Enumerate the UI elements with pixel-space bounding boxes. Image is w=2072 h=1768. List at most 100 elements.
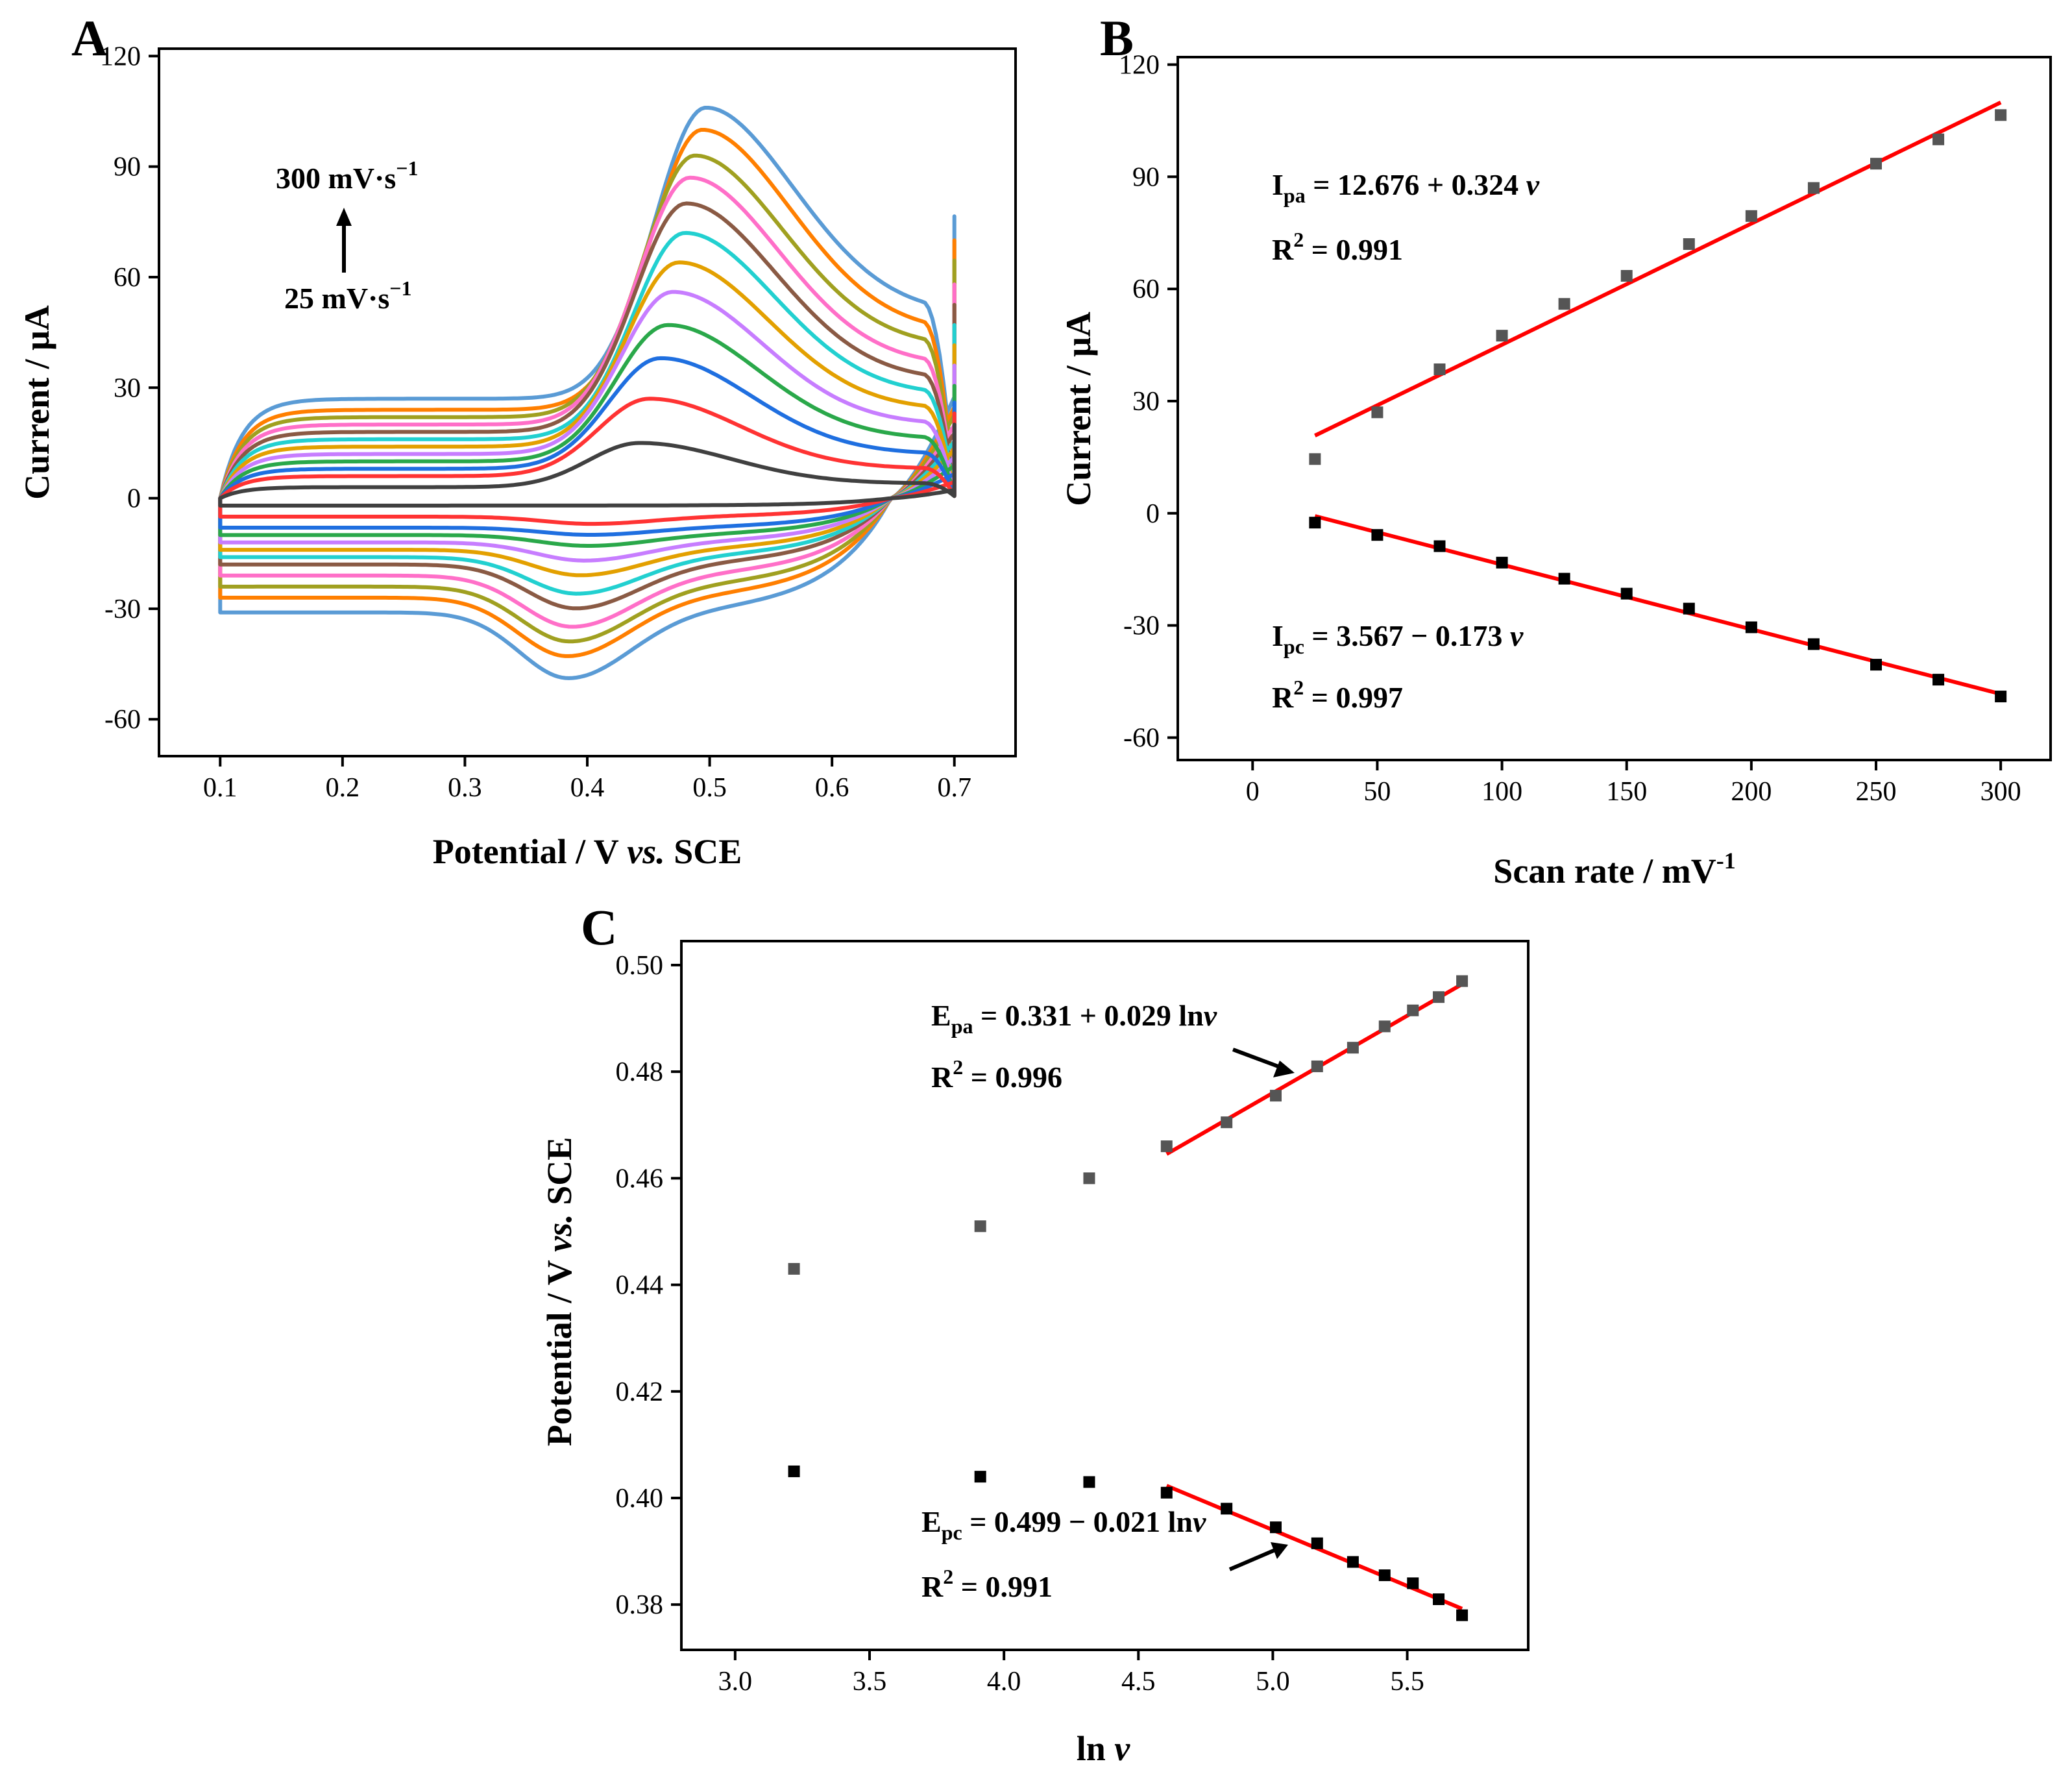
data-point-ipc xyxy=(1496,556,1508,569)
panel-c-y-tick-label: 0.38 xyxy=(616,1590,664,1620)
cv-curve xyxy=(218,423,957,508)
panel-a-plot-frame xyxy=(158,47,1017,757)
panel-c: C 3.0 3.5 4.0 4.5 5.0 5.5 0.38 0.40 0.42 0.44 0.46… xyxy=(540,899,1530,1768)
data-point-epa xyxy=(974,1220,986,1233)
data-point-epc xyxy=(1160,1486,1173,1499)
data-point-ipa xyxy=(1870,158,1882,170)
data-point-ipa xyxy=(1807,182,1820,194)
annotation-arrow-epc-shaft xyxy=(1228,1548,1276,1571)
panel-b-x-tick-label: 50 xyxy=(1363,777,1391,807)
panel-c-ticks: 3.0 3.5 4.0 4.5 5.0 5.5 0.38 0.40 0.42 0.44 0.46 0.… xyxy=(616,951,1424,1697)
data-point-epc xyxy=(1407,1577,1419,1590)
panel-a-x-tick-label: 0.1 xyxy=(203,773,238,803)
panel-b-y-tick-label: -30 xyxy=(1123,611,1160,641)
data-point-epa xyxy=(1378,1020,1391,1033)
r-squared-ipa: R2 = 0.991 xyxy=(1272,228,1403,266)
data-point-epa xyxy=(1083,1172,1095,1185)
panel-a-y-tick-label: 30 xyxy=(114,373,141,403)
data-point-epa xyxy=(1311,1060,1323,1072)
data-point-epc xyxy=(1378,1569,1391,1582)
data-point-ipc xyxy=(1309,517,1321,529)
data-point-ipa xyxy=(1932,133,1945,145)
data-point-epc xyxy=(788,1465,800,1477)
panel-a-cv-curves xyxy=(218,106,957,680)
panel-a-x-axis-title: Potential / V vs. SCE xyxy=(433,832,742,871)
r-squared-epa: R2 = 0.996 xyxy=(931,1055,1062,1094)
data-point-epc xyxy=(1083,1476,1095,1488)
panel-b-x-tick-label: 300 xyxy=(1981,777,2021,807)
data-point-epc xyxy=(1456,1609,1469,1621)
r-squared-ipc: R2 = 0.997 xyxy=(1272,676,1403,714)
data-point-ipc xyxy=(1932,674,1945,686)
annotation-arrow-epa-head xyxy=(1273,1061,1295,1077)
panel-b-plot-frame xyxy=(1176,56,2052,761)
panel-b-y-tick-label: 60 xyxy=(1132,275,1160,304)
panel-a-ticks: 0.1 0.2 0.3 0.4 0.5 0.6 0.7 -60 -30 0 30 60 90 120 xyxy=(100,42,971,803)
data-point-epa xyxy=(1347,1042,1359,1054)
panel-b-y-tick-label: -60 xyxy=(1123,723,1160,753)
data-point-ipa xyxy=(1496,330,1508,342)
equation-epa: Epa = 0.331 + 0.029 lnv xyxy=(931,999,1217,1038)
panel-a-y-tick-label: 60 xyxy=(114,263,141,293)
panel-a-x-tick-label: 0.3 xyxy=(448,773,482,803)
panel-c-y-tick-label: 0.50 xyxy=(616,951,664,981)
annotation-arrow-head xyxy=(336,208,352,226)
panel-a-y-tick-label: 120 xyxy=(100,42,141,71)
panel-c-data-points xyxy=(788,975,1469,1621)
data-point-epc xyxy=(974,1471,986,1483)
panel-a-x-tick-label: 0.4 xyxy=(570,773,605,803)
panel-b-x-tick-label: 250 xyxy=(1856,777,1897,807)
panel-a-y-tick-label: 90 xyxy=(114,153,141,182)
panel-c-y-tick-label: 0.46 xyxy=(616,1164,664,1194)
panel-b-y-axis-title: Current / μA xyxy=(1059,312,1098,506)
panel-b-x-axis-title: Scan rate / mV-1 xyxy=(1493,848,1735,890)
data-point-ipc xyxy=(1995,691,2007,703)
panel-b-y-tick-label: 120 xyxy=(1119,51,1160,80)
panel-a-x-tick-label: 0.2 xyxy=(326,773,360,803)
data-point-ipc xyxy=(1371,529,1383,541)
panel-a-x-tick-label: 0.7 xyxy=(937,773,971,803)
panel-c-x-tick-label: 4.5 xyxy=(1121,1667,1156,1697)
data-point-ipc xyxy=(1807,638,1820,650)
data-point-epa xyxy=(1456,975,1469,987)
panel-b-x-tick-label: 150 xyxy=(1606,777,1647,807)
data-point-ipc xyxy=(1620,587,1633,600)
equation-ipc: Ipc = 3.567 − 0.173 v xyxy=(1272,619,1524,658)
data-point-epc xyxy=(1311,1537,1323,1549)
data-point-epa xyxy=(1407,1004,1419,1016)
equation-ipa: Ipa = 12.676 + 0.324 v xyxy=(1272,168,1540,207)
panel-a-y-tick-label: -30 xyxy=(104,595,141,624)
panel-b-y-tick-label: 0 xyxy=(1146,499,1160,529)
panel-label-b: B xyxy=(1100,10,1134,66)
panel-c-y-tick-label: 0.42 xyxy=(616,1377,664,1407)
data-point-epc xyxy=(1347,1556,1359,1568)
panel-c-y-tick-label: 0.40 xyxy=(616,1484,664,1514)
annotation-max-scan-rate: 300 mV·s−1 xyxy=(276,156,419,195)
fit-line-ipc xyxy=(1314,514,2001,696)
data-point-epa xyxy=(1433,991,1445,1003)
r-squared-epc: R2 = 0.991 xyxy=(921,1565,1053,1603)
panel-c-x-tick-label: 3.0 xyxy=(718,1667,753,1697)
panel-c-plot-frame xyxy=(680,940,1530,1651)
panel-a-y-tick-label: 0 xyxy=(127,484,141,514)
data-point-epc xyxy=(1433,1593,1445,1605)
panel-c-x-tick-label: 5.0 xyxy=(1256,1667,1290,1697)
annotation-arrow-epa-shaft xyxy=(1232,1048,1283,1070)
panel-c-x-axis-title: ln v xyxy=(1077,1729,1131,1768)
panel-b-ticks: 0 50 100 150 200 250 300 -60 -30 0 30 60 90 120 xyxy=(1119,51,2021,807)
data-point-epa xyxy=(1269,1090,1282,1102)
data-point-epa xyxy=(1160,1140,1173,1153)
panel-b-fit-lines xyxy=(1314,101,2002,696)
annotation-arrow-epc-head xyxy=(1271,1542,1288,1559)
data-point-ipc xyxy=(1433,540,1446,552)
panel-c-y-axis-title: Potential / V vs. SCE xyxy=(540,1137,579,1447)
panel-a-x-tick-label: 0.6 xyxy=(815,773,849,803)
data-point-ipa xyxy=(1620,269,1633,282)
panel-a-y-axis-title: Current / μA xyxy=(18,305,56,500)
data-point-epa xyxy=(1221,1116,1233,1129)
data-point-ipa xyxy=(1745,210,1757,222)
panel-c-fit-lines xyxy=(1165,982,1463,1611)
data-point-ipc xyxy=(1870,659,1882,671)
data-point-epc xyxy=(1269,1521,1282,1534)
